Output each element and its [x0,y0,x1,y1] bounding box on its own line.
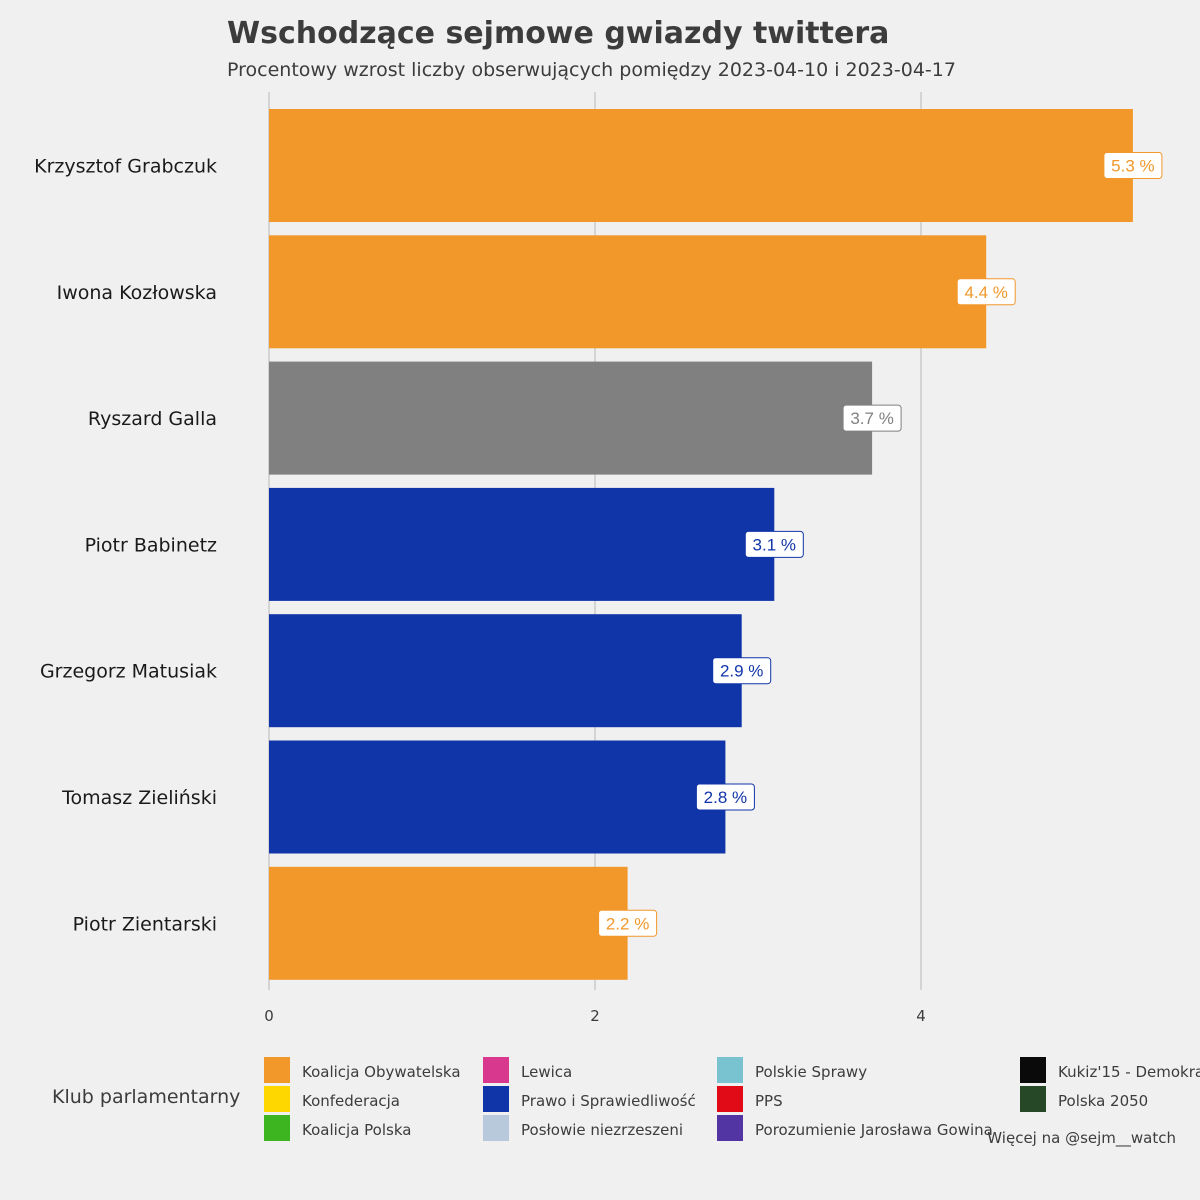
legend-swatch [483,1086,509,1112]
value-label: 5.3 % [1111,157,1154,176]
value-label: 3.1 % [753,535,796,554]
x-tick-label: 0 [264,1007,274,1025]
value-label: 4.4 % [964,283,1007,302]
legend-label: PPS [755,1092,783,1110]
x-tick-label: 4 [916,1007,926,1025]
legend-swatch [1020,1057,1046,1083]
chart-subtitle: Procentowy wzrost liczby obserwujących p… [227,59,956,81]
bar [269,235,987,349]
value-label: 2.9 % [720,662,763,681]
legend-swatch [717,1086,743,1112]
value-label-box [842,404,902,432]
value-labels: 5.3 % 4.4 % 3.7 % 3.1 % 2.9 % 2.8 % 2.2 % [598,152,1163,937]
legend-swatch [483,1115,509,1141]
category-label: Krzysztof Grabczuk [34,156,217,178]
category-label: Grzegorz Matusiak [40,661,217,683]
bar [269,487,775,601]
bars [269,109,1133,980]
bar [269,866,628,980]
legend-label: Kukiz'15 - Demokracja Bezpośrednia [1058,1063,1200,1081]
value-label: 2.8 % [704,788,747,807]
category-label: Piotr Zientarski [73,913,217,935]
legend-label: Polska 2050 [1058,1092,1149,1110]
category-label: Ryszard Galla [88,408,217,430]
value-label-box [695,783,755,811]
legend-label: Porozumienie Jarosława Gowina [755,1121,993,1139]
legend-label: Polskie Sprawy [755,1063,868,1081]
bar [269,740,726,854]
x-tick-label: 2 [590,1007,600,1025]
legend-swatch [717,1115,743,1141]
legend-label: Prawo i Sprawiedliwość [521,1092,696,1110]
bar [269,361,873,475]
value-label-box [744,530,804,558]
value-label: 2.2 % [606,914,649,933]
legend-label: Lewica [521,1063,573,1081]
legend-swatch [264,1057,290,1083]
legend-label: Konfederacja [302,1092,400,1110]
legend-swatch [264,1086,290,1112]
value-label-box [956,278,1016,306]
value-label-box [598,909,658,937]
legend: Klub parlamentarny Koalicja Obywatelska K… [0,1050,1200,1150]
category-label: Iwona Kozłowska [57,282,217,304]
category-label: Tomasz Zieliński [61,787,217,809]
caption: Więcej na @sejm__watch [987,1129,1176,1147]
chart-title: Wschodzące sejmowe gwiazdy twittera [227,16,890,51]
legend-swatch [483,1057,509,1083]
legend-label: Posłowie niezrzeszeni [521,1121,684,1139]
category-label: Piotr Babinetz [85,534,217,556]
value-label-box [1103,152,1163,179]
value-label: 3.7 % [850,409,893,428]
legend-swatch [1020,1086,1046,1112]
legend-swatch [717,1057,743,1083]
bar [269,109,1133,222]
legend-swatch [264,1115,290,1141]
value-label-box [712,657,772,685]
bar-chart: 5.3 % 4.4 % 3.7 % 3.1 % 2.9 % 2.8 % 2.2 % Krzy… [34,92,1163,1025]
legend-label: Koalicja Obywatelska [302,1063,461,1081]
x-axis-ticks: 0 2 4 [264,1007,926,1025]
bar [269,614,742,728]
category-labels: Krzysztof Grabczuk Iwona Kozłowska Ryszard… [34,156,217,936]
legend-label: Koalicja Polska [302,1121,412,1139]
legend-title: Klub parlamentarny [52,1086,241,1108]
